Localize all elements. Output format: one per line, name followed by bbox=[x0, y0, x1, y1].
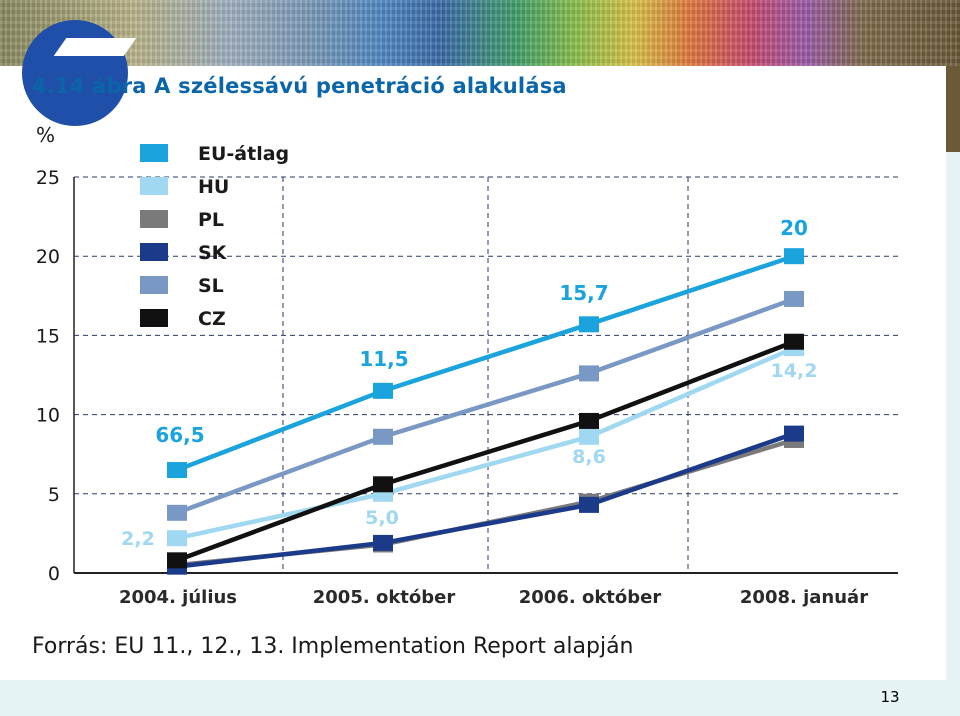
y-tick-label: 25 bbox=[36, 167, 60, 189]
series-lines bbox=[176, 254, 795, 569]
x-tick-label: 2005. október bbox=[313, 587, 456, 608]
y-tick-label: 10 bbox=[36, 405, 60, 427]
data-label-EU-átlag: 66,5 bbox=[155, 423, 204, 447]
data-point-SL bbox=[167, 504, 187, 521]
data-labels: 66,5 11,5 15,7 20 2,2 5,0 8,6 14,2 bbox=[121, 216, 817, 550]
data-point-HU bbox=[167, 530, 187, 547]
data-point-CZ bbox=[784, 333, 804, 350]
series-line-EU-átlag bbox=[176, 254, 795, 473]
legend-swatch-SK bbox=[140, 243, 168, 261]
x-tick-label: 2008. január bbox=[740, 587, 868, 608]
series-line-HU bbox=[176, 346, 795, 541]
source-note: Forrás: EU 11., 12., 13. Implementation … bbox=[32, 634, 634, 659]
series-line-CZ bbox=[176, 339, 795, 563]
data-label-EU-átlag: 15,7 bbox=[559, 281, 608, 305]
page-number: 13 bbox=[880, 688, 900, 706]
right-decor-edge bbox=[946, 66, 960, 152]
data-point-SL bbox=[784, 290, 804, 307]
legend-label-HU: HU bbox=[198, 176, 229, 198]
data-label-EU-átlag: 20 bbox=[780, 216, 808, 240]
data-point-SL bbox=[373, 428, 393, 445]
data-point-CZ bbox=[167, 552, 187, 569]
data-point-SK bbox=[784, 425, 804, 442]
data-label-HU: 8,6 bbox=[572, 446, 606, 468]
legend-swatch-PL bbox=[140, 210, 168, 228]
series-markers bbox=[167, 248, 804, 575]
grid-lines bbox=[74, 176, 898, 573]
series-line-SL bbox=[176, 296, 795, 515]
legend-swatch-SL bbox=[140, 276, 168, 294]
data-point-EU-átlag bbox=[579, 316, 599, 333]
y-tick-label: 0 bbox=[48, 563, 60, 585]
data-point-SK bbox=[579, 496, 599, 513]
logo-icon bbox=[22, 20, 128, 126]
data-label-EU-átlag: 11,5 bbox=[359, 347, 408, 371]
data-point-EU-átlag bbox=[784, 248, 804, 265]
legend-label-EU-átlag: EU-átlag bbox=[198, 143, 289, 165]
series-line-SK bbox=[176, 431, 795, 569]
legend-swatch-HU bbox=[140, 177, 168, 195]
chart-title: 4.14 ábra A szélessávú penetráció alakul… bbox=[32, 74, 567, 98]
legend-label-SL: SL bbox=[198, 275, 224, 297]
y-tick-label: 20 bbox=[36, 246, 60, 268]
x-tick-label: 2004. július bbox=[119, 587, 237, 608]
y-axis-label: % bbox=[36, 123, 55, 147]
legend-swatch-EU-átlag bbox=[140, 144, 168, 162]
data-point-CZ bbox=[579, 412, 599, 429]
header-banner bbox=[0, 0, 960, 66]
data-label-HU: 5,0 bbox=[365, 507, 399, 529]
y-tick-label: 15 bbox=[36, 325, 60, 347]
x-tick-label: 2006. október bbox=[519, 587, 662, 608]
chart-axes bbox=[73, 177, 898, 574]
y-tick-label: 5 bbox=[48, 484, 60, 506]
data-point-CZ bbox=[373, 476, 393, 493]
data-point-EU-átlag bbox=[373, 382, 393, 399]
data-point-SL bbox=[579, 365, 599, 382]
chart-legend: EU-átlag HU PL SK SL CZ bbox=[140, 143, 289, 330]
line-chart: 0 5 10 15 20 25% 2004. július 2005. október 2006… bbox=[36, 123, 898, 608]
legend-label-CZ: CZ bbox=[198, 308, 226, 330]
data-point-EU-átlag bbox=[167, 462, 187, 479]
data-label-HU: 14,2 bbox=[771, 360, 818, 382]
legend-label-SK: SK bbox=[198, 242, 228, 264]
footer-band bbox=[0, 680, 960, 716]
header-banner-texture bbox=[0, 0, 960, 66]
tick-labels: 0 5 10 15 20 25% 2004. július 2005. október 2006… bbox=[36, 123, 868, 608]
data-label-HU: 2,2 bbox=[121, 528, 155, 550]
data-point-SK bbox=[373, 534, 393, 551]
data-point-HU bbox=[579, 428, 599, 445]
right-decor-strip bbox=[946, 66, 960, 680]
legend-swatch-CZ bbox=[140, 309, 168, 327]
series-line-PL bbox=[176, 437, 795, 568]
legend-label-PL: PL bbox=[198, 209, 224, 231]
